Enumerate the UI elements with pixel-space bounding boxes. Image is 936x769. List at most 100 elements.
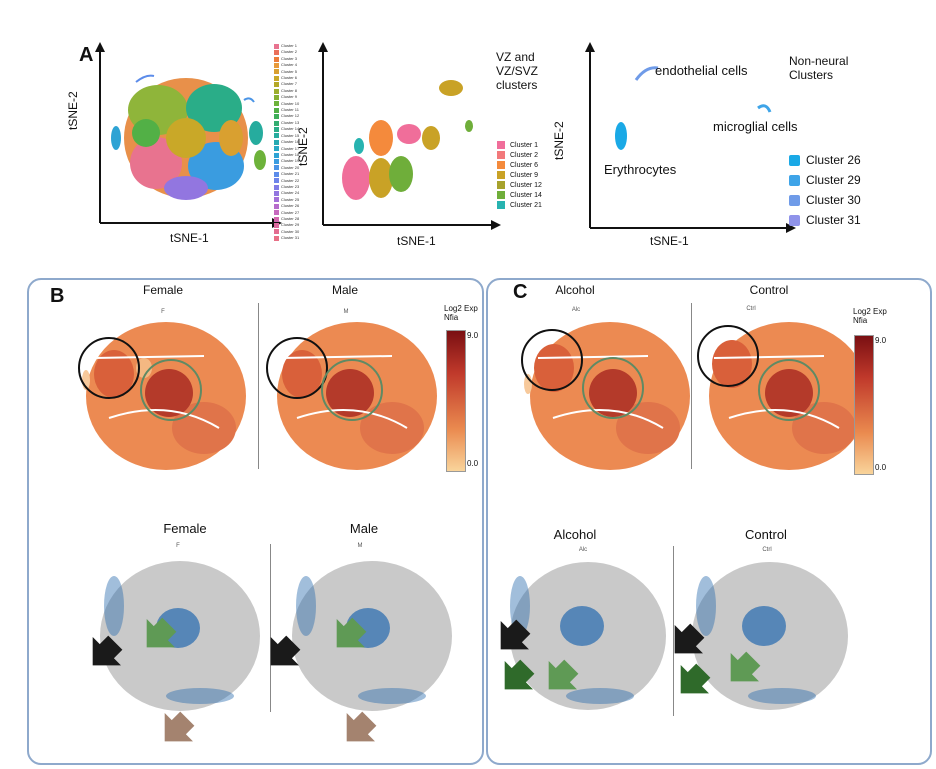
legend-swatch [274,50,279,56]
legend-entry: Cluster 14 [497,190,542,200]
legend-swatch [274,165,279,171]
legend-label: Cluster 23 [281,183,300,189]
panel-c-feature-control [674,562,848,710]
panel-c-colorbar-min: 0.0 [875,463,887,472]
legend-label: Cluster 8 [281,87,298,93]
panel-b-letter: B [50,285,65,307]
legend-label: Cluster 6 [281,75,298,81]
legend-label: Cluster 29 [806,173,861,187]
legend-entry: Cluster 7 [274,81,299,88]
panel-b-feature-male [270,561,452,742]
panel-c-top-mini-2: Ctrl [746,306,756,312]
legend-swatch [274,191,279,197]
panel-a-letter: A [79,44,94,66]
panel-c-top-mini-1: Alc [571,307,581,313]
legend-label: Cluster 26 [806,153,861,167]
legend-label: Cluster 11 [281,107,299,113]
panel-b-top-mini-1: F [161,309,165,315]
panel-a-plot2-xlabel: tSNE-1 [397,234,436,248]
panel-a-plot2-legend: Cluster 1 Cluster 2 Cluster 6 Cluster 9 Clus… [497,140,542,210]
legend-swatch [274,159,279,165]
legend-entry: Cluster 6 [497,160,542,170]
legend-label: Cluster 31 [806,213,861,227]
legend-label: Cluster 30 [281,228,300,234]
legend-entry: Cluster 21 [274,171,299,177]
legend-label: Cluster 2 [510,151,539,159]
legend-swatch [497,181,505,189]
legend-entry: Cluster 23 [274,184,299,190]
panel-c-box [486,278,932,765]
panel-b-top-title-2: Male [331,283,358,297]
legend-label: Cluster 4 [281,62,298,68]
panel-c-top-divider [691,303,692,469]
legend-entry: Cluster 30 [789,190,861,210]
legend-swatch [789,214,800,226]
legend-entry: Cluster 11 [274,107,299,113]
panel-a-plot3-title: Non-neural Clusters [789,54,849,82]
legend-entry: Cluster 30 [274,229,299,235]
legend-swatch [274,203,279,209]
legend-entry: Cluster 28 [274,216,299,222]
legend-swatch [497,171,505,179]
legend-entry: Cluster 3 [274,56,299,62]
legend-entry: Cluster 1 [497,140,542,150]
legend-label: Cluster 6 [510,161,539,169]
legend-label: Cluster 14 [281,126,300,132]
legend-entry: Cluster 13 [274,120,299,126]
legend-entry: Cluster 20 [274,165,299,171]
legend-swatch [274,197,279,203]
legend-swatch [274,120,279,126]
panel-c-top-title-1: Alcohol [555,283,595,297]
panel-b-bottom-mini-2: M [357,543,363,549]
panel-b-top-divider [258,303,259,469]
panel-b-colorbar-max: 9.0 [467,331,479,340]
panel-a-plot2-title: VZ and VZ/SVZ clusters [496,50,539,92]
legend-label: Cluster 14 [510,191,542,199]
legend-label: Cluster 18 [281,151,300,157]
legend-label: Cluster 22 [281,177,300,183]
erythrocytes-label: Erythrocytes [604,162,677,177]
legend-label: Cluster 3 [281,55,298,61]
legend-label: Cluster 30 [806,193,861,207]
legend-label: Cluster 12 [281,113,300,119]
legend-entry: Cluster 31 [789,210,861,230]
legend-label: Cluster 5 [281,68,298,74]
panel-b-heatmap-female [78,322,246,470]
endothelial-cells-label: endothelial cells [655,63,748,78]
legend-swatch [274,229,279,235]
legend-entry: Cluster 6 [274,75,299,81]
panel-c-colorbar [854,335,874,475]
legend-label: Cluster 29 [281,222,300,228]
legend-entry: Cluster 4 [274,62,299,68]
legend-entry: Cluster 26 [789,150,861,170]
legend-label: Cluster 24 [281,190,300,196]
legend-label: Cluster 13 [281,119,300,125]
panel-b-colorbar-title: Log2 Exp Nfia [444,304,478,322]
legend-swatch [789,154,800,166]
panel-b-colorbar [446,330,466,472]
legend-label: Cluster 20 [281,164,300,170]
panel-c-feature-alcohol [500,562,666,710]
legend-label: Cluster 1 [510,141,539,149]
legend-swatch [497,201,505,209]
panel-c-heatmap-alcohol [521,322,690,470]
panel-c-letter: C [513,281,528,303]
legend-label: Cluster 19 [281,158,300,164]
legend-entry: Cluster 22 [274,178,299,184]
legend-label: Cluster 21 [281,171,300,177]
panel-a-tsne-vz-clusters [318,42,501,230]
legend-swatch [274,178,279,184]
panel-c-bottom-mini-1: Alc [578,547,588,553]
panel-c-bottom-mini-2: Ctrl [762,547,772,553]
panel-b-top-title-1: Female [142,283,183,297]
vz-cluster-blob [342,80,473,200]
legend-entry: Cluster 12 [274,113,300,120]
legend-entry: Cluster 12 [497,180,542,190]
panel-a-plot3-legend: Cluster 26 Cluster 29 Cluster 30 Cluster 31 [789,150,861,230]
legend-entry: Cluster 15 [274,133,299,139]
legend-swatch [274,114,279,120]
legend-entry: Cluster 19 [274,158,300,165]
legend-label: Cluster 17 [281,145,300,151]
panel-b-heatmap-male [266,322,437,470]
legend-entry: Cluster 9 [274,94,299,100]
